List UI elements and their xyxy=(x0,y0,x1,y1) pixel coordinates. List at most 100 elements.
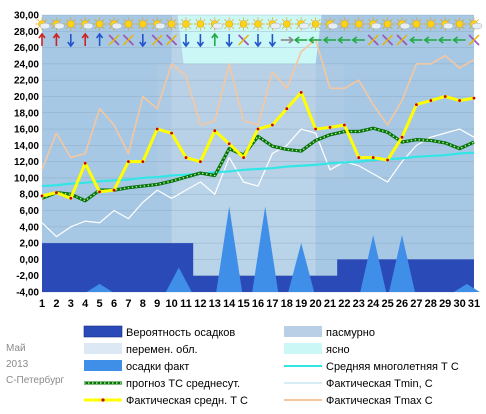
sun-ray xyxy=(166,19,169,22)
sun-ray xyxy=(368,19,371,22)
legend-label-tmin: Фактическая Tmin, C xyxy=(326,378,433,390)
y-tick-label: 16,00 xyxy=(14,125,39,136)
sun-cloud-icon xyxy=(294,17,310,31)
sun-ray xyxy=(131,26,134,29)
sun-cloud-icon xyxy=(265,17,281,31)
wind-arrow-x-icon xyxy=(151,34,163,46)
cloud-shape xyxy=(111,22,123,30)
tavg-point-28 xyxy=(429,99,433,102)
wind-arrow-left-icon xyxy=(409,36,423,44)
sun-ray xyxy=(260,19,263,22)
x-tick-label: 23 xyxy=(353,298,365,310)
wind-arrow-down-icon xyxy=(268,34,277,48)
wind-arrow-up-icon xyxy=(95,32,104,46)
sun-ray xyxy=(232,19,235,22)
wind-x-stroke-b xyxy=(468,34,480,46)
sun-ray xyxy=(80,19,83,22)
sun-ray xyxy=(433,19,436,22)
x-tick-label: 7 xyxy=(125,298,131,310)
sun-ray xyxy=(361,19,364,22)
x-tick-label: 28 xyxy=(425,298,437,310)
wind-arrow-down-icon xyxy=(196,34,205,48)
sun-ray xyxy=(181,19,184,22)
precip-fact-7 xyxy=(453,283,480,292)
series-line-tmax xyxy=(41,38,475,171)
sun-ray xyxy=(332,19,335,22)
sun-ray xyxy=(296,26,299,29)
sun-disc xyxy=(383,20,392,28)
sun-ray xyxy=(281,19,284,22)
wind-arrow-x-icon xyxy=(122,34,135,46)
sun-ray xyxy=(152,19,155,22)
sun-ray xyxy=(419,26,422,29)
y-tick-label: 28,00 xyxy=(14,27,39,38)
sun-ray xyxy=(174,19,177,22)
tavg-point-14 xyxy=(227,142,231,146)
precipitation-layer xyxy=(42,206,480,292)
x-tick-label: 9 xyxy=(154,298,160,310)
wind-arrow-up-icon xyxy=(211,32,219,46)
x-tick-label: 13 xyxy=(209,298,221,310)
wind-arrow-up-icon xyxy=(81,32,89,46)
x-tick-label: 26 xyxy=(396,298,408,310)
sun-ray xyxy=(44,19,47,22)
wind-arrow-down-icon xyxy=(139,34,147,48)
wind-arrow-x-icon xyxy=(381,34,394,46)
y-tick-label: 10,00 xyxy=(14,173,39,184)
sun-ray xyxy=(224,19,227,22)
sun-ray xyxy=(411,26,414,29)
tavg-point-2 xyxy=(55,191,58,195)
wind-arrow-down-icon xyxy=(182,34,190,48)
wind-head xyxy=(337,36,343,44)
sun-ray xyxy=(296,19,299,22)
sun-ray xyxy=(166,26,169,29)
tavg-point-1 xyxy=(40,194,44,198)
wind-head xyxy=(423,36,430,44)
sun-ray xyxy=(152,26,155,29)
sun-ray xyxy=(232,26,235,29)
x-tick-label: 29 xyxy=(439,298,451,310)
tavg-point-10 xyxy=(170,131,174,135)
precip-fact-4 xyxy=(288,243,315,292)
wind-head xyxy=(81,32,89,39)
tavg-point-19 xyxy=(299,90,303,94)
sun-ray xyxy=(469,19,472,22)
series-line-tmin xyxy=(41,128,475,238)
cloud-shape xyxy=(82,22,94,30)
x-tick-label: 17 xyxy=(266,298,278,310)
sun-ray xyxy=(195,26,198,29)
tavg-point-23 xyxy=(357,156,361,159)
sun-disc xyxy=(426,20,435,28)
sun-ray xyxy=(382,19,385,22)
sun-ray xyxy=(65,19,68,22)
wind-head xyxy=(452,36,459,44)
x-tick-label: 3 xyxy=(68,298,74,310)
x-tick-label: 30 xyxy=(453,298,465,310)
wind-x-stroke-b xyxy=(108,34,120,46)
caption-city: С-Петербург xyxy=(6,375,65,386)
tavg-point-24 xyxy=(371,156,375,159)
sun-icon xyxy=(136,17,150,31)
sun-ray xyxy=(462,19,465,22)
cloud-shape xyxy=(442,22,454,30)
tavg-point-27 xyxy=(415,103,418,107)
x-tick-label: 20 xyxy=(309,298,321,310)
sun-cloud-icon xyxy=(208,17,224,31)
sun-ray xyxy=(382,26,385,29)
precip-fact-0 xyxy=(86,283,113,292)
wind-head xyxy=(437,36,444,44)
caption-year: 2013 xyxy=(6,359,29,370)
sun-ray xyxy=(390,19,393,22)
sun-icon xyxy=(93,17,107,31)
wind-arrow-down-icon xyxy=(225,34,233,48)
sun-ray xyxy=(209,19,212,22)
cloud-shape xyxy=(471,22,483,30)
tavg-point-6 xyxy=(112,188,116,192)
x-tick-label: 15 xyxy=(237,298,249,310)
legend-swatch-precip_prob xyxy=(83,325,123,338)
sun-ray xyxy=(462,26,465,29)
sun-ray xyxy=(425,26,428,29)
sun-ray xyxy=(361,26,364,29)
wind-x-stroke-b xyxy=(122,34,134,46)
legend-tavg-marker xyxy=(101,398,105,402)
